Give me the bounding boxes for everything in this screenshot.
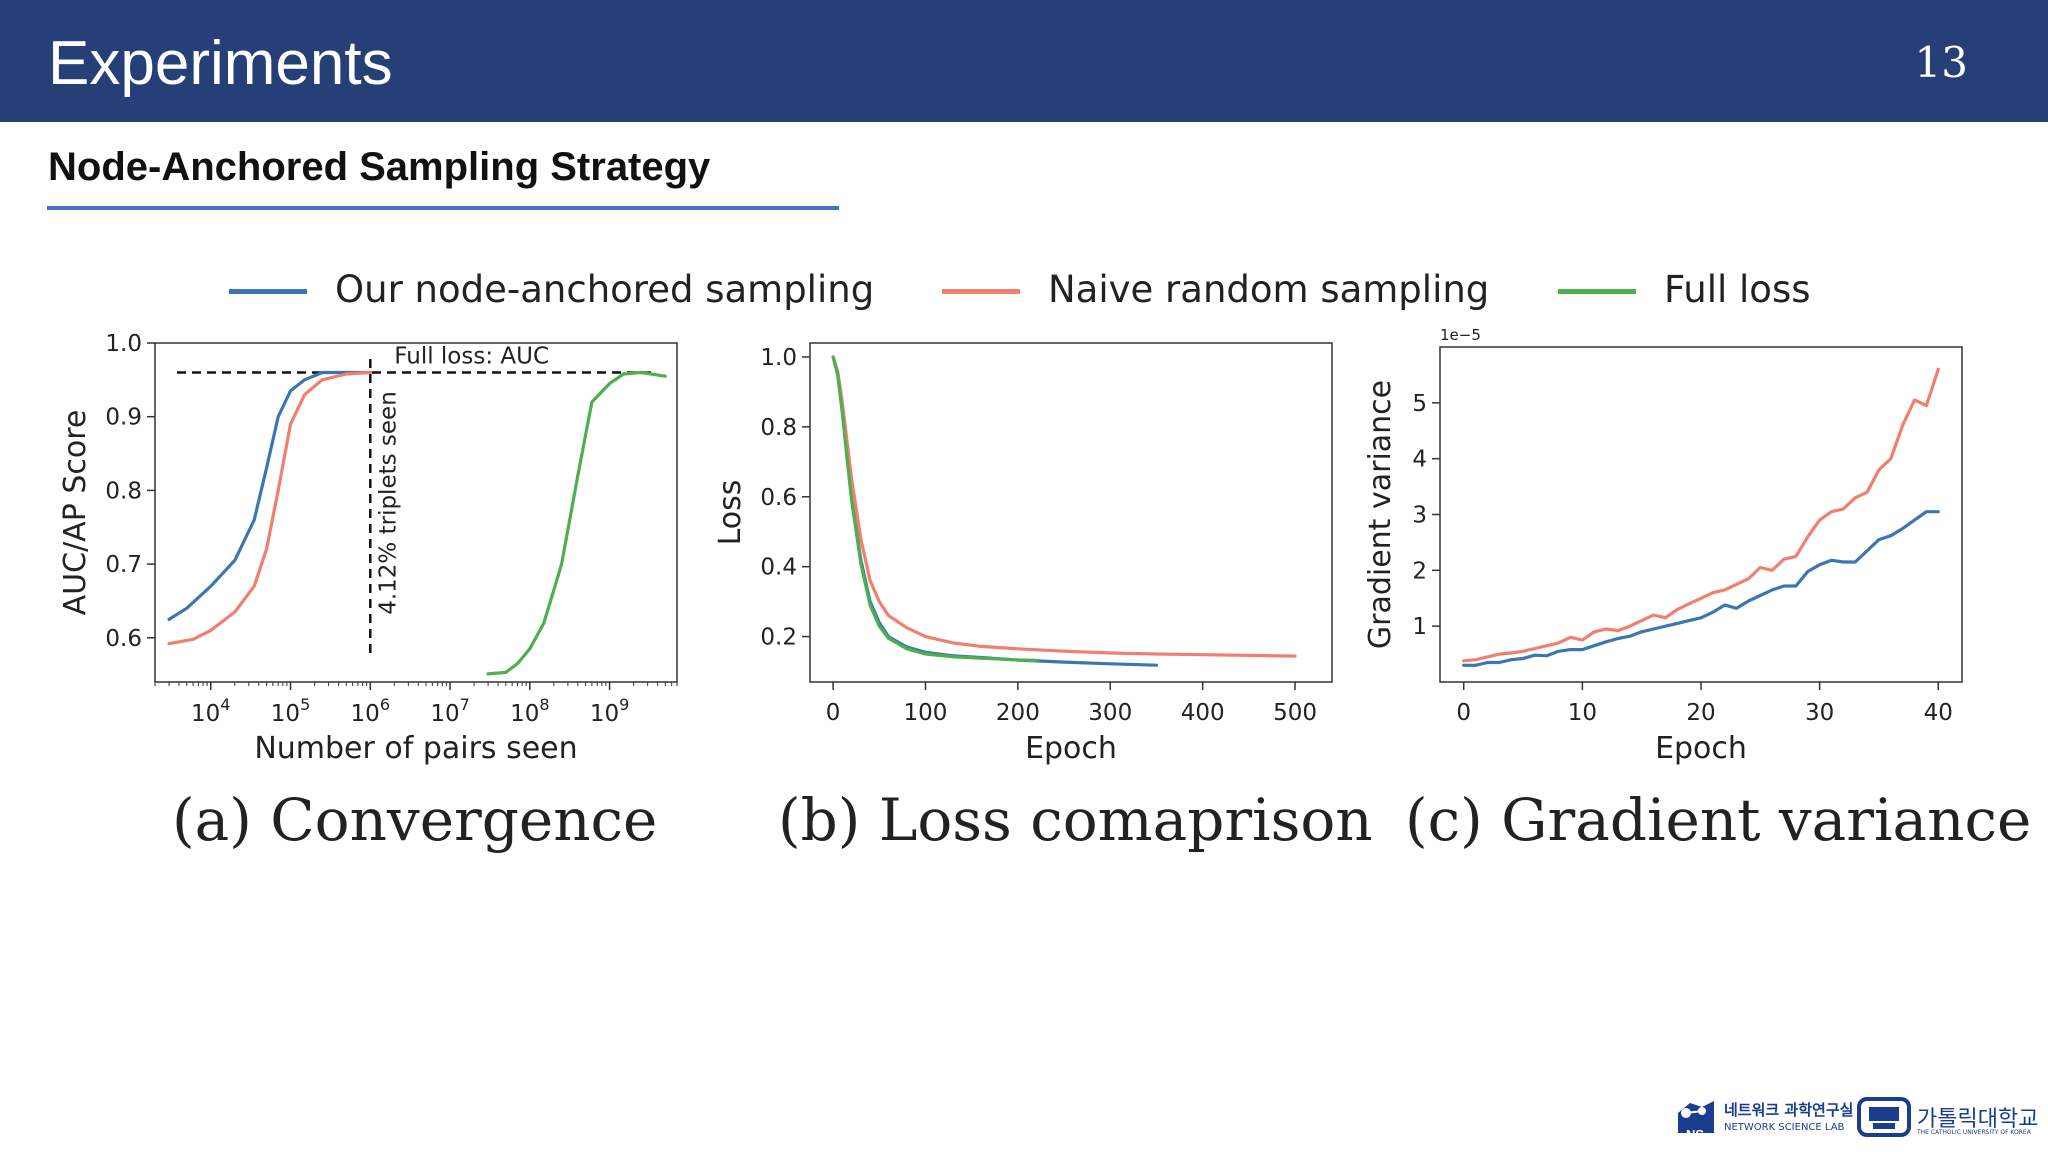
y-offset-label: 1e−5 [1440, 326, 1481, 344]
y-tick-label: 0.2 [760, 625, 797, 651]
y-tick-label: 1.0 [105, 331, 142, 357]
x-tick-label: 30 [1805, 700, 1834, 726]
x-tick-label: 400 [1181, 700, 1225, 726]
y-axis-label: AUC/AP Score [58, 410, 93, 616]
plot-frame [154, 342, 678, 683]
series-line-2-1 [1462, 367, 1940, 663]
lab-emblem-icon: NS [1678, 1101, 1714, 1142]
x-tick-label: 0 [826, 700, 841, 726]
series-line-0-2 [486, 370, 667, 676]
y-tick-label: 0.9 [105, 405, 142, 431]
y-tick-label: 0.6 [105, 626, 142, 652]
x-tick-label: 20 [1686, 700, 1715, 726]
slide-title: Experiments [48, 29, 393, 98]
x-tick-label: 300 [1088, 700, 1132, 726]
x-tick-label: 10 [1568, 700, 1597, 726]
university-name-english: THE CATHOLIC UNIVERSITY OF KOREA [1917, 1129, 2031, 1136]
caption-gradient-variance: (c) Gradient variance [1405, 786, 2032, 854]
caption-loss-comparison: (b) Loss comaprison [778, 786, 1373, 854]
x-tick-label: 104 [191, 695, 230, 727]
plot-frame [1439, 346, 1963, 683]
legend-label: Full loss [1664, 268, 1811, 311]
y-axis-label: Gradient variance [1363, 380, 1398, 649]
y-tick-label: 5 [1412, 391, 1427, 417]
x-tick-label: 500 [1273, 700, 1317, 726]
y-tick-label: 4 [1412, 447, 1427, 473]
full-loss-reference-label: Full loss: AUC [394, 343, 549, 369]
y-tick-label: 1 [1412, 614, 1427, 640]
x-axis-label: Epoch [1025, 731, 1117, 766]
x-tick-label: 109 [590, 695, 629, 727]
x-axis-label: Number of pairs seen [254, 731, 577, 766]
network-science-lab-logo: NS 네트워크 과학연구실 NETWORK SCIENCE LAB [1672, 1095, 1853, 1143]
x-tick-label: 105 [271, 695, 310, 727]
lab-badge: NS [1686, 1127, 1704, 1142]
x-tick-label: 108 [510, 695, 549, 727]
subtitle-underline [47, 206, 839, 210]
x-tick-label: 40 [1924, 700, 1953, 726]
lab-name-english: NETWORK SCIENCE LAB [1724, 1122, 1845, 1133]
y-axis-label: Loss [713, 480, 748, 546]
triplets-seen-label: 4.12% triplets seen [375, 391, 401, 615]
x-tick-label: 0 [1456, 700, 1471, 726]
y-tick-label: 2 [1412, 558, 1427, 584]
series-line-1-2 [831, 355, 1039, 662]
y-tick-label: 1.0 [760, 345, 797, 371]
series-line-2-0 [1462, 510, 1940, 667]
y-tick-label: 0.6 [760, 485, 797, 511]
university-name-korean: 가톨릭대학교 [1917, 1107, 2039, 1132]
slide-header: Experiments 13 [0, 0, 2048, 122]
y-tick-label: 3 [1412, 503, 1427, 529]
legend-swatch-full-loss [1558, 289, 1636, 294]
x-tick-label: 100 [904, 700, 948, 726]
university-emblem-icon [1857, 1097, 1911, 1137]
legend-label: Our node-anchored sampling [335, 268, 875, 311]
legend-label: Naive random sampling [1048, 268, 1490, 311]
caption-convergence: (a) Convergence [172, 786, 658, 854]
lab-name-korean: 네트워크 과학연구실 [1724, 1101, 1854, 1119]
legend-swatch-node-anchored [229, 289, 307, 294]
catholic-university-logo: 가톨릭대학교 THE CATHOLIC UNIVERSITY OF KOREA [1857, 1095, 2039, 1143]
legend-swatch-naive-random [942, 289, 1020, 294]
footer-logos: NS 네트워크 과학연구실 NETWORK SCIENCE LAB 가톨릭대학교… [1672, 1095, 2039, 1143]
x-tick-label: 200 [996, 700, 1040, 726]
series-line-1-1 [831, 355, 1297, 658]
page-number: 13 [1914, 38, 1968, 87]
y-tick-label: 0.7 [105, 552, 142, 578]
y-tick-label: 0.8 [760, 415, 797, 441]
series-line-0-1 [167, 370, 372, 646]
x-tick-label: 107 [430, 695, 469, 727]
section-subtitle: Node-Anchored Sampling Strategy [48, 145, 711, 189]
y-tick-label: 0.4 [760, 555, 797, 581]
y-tick-label: 0.8 [105, 478, 142, 504]
plot-frame [809, 342, 1333, 683]
x-tick-label: 106 [351, 695, 390, 727]
series-line-0-0 [167, 370, 372, 622]
x-axis-label: Epoch [1655, 731, 1747, 766]
series-line-1-0 [831, 355, 1159, 667]
